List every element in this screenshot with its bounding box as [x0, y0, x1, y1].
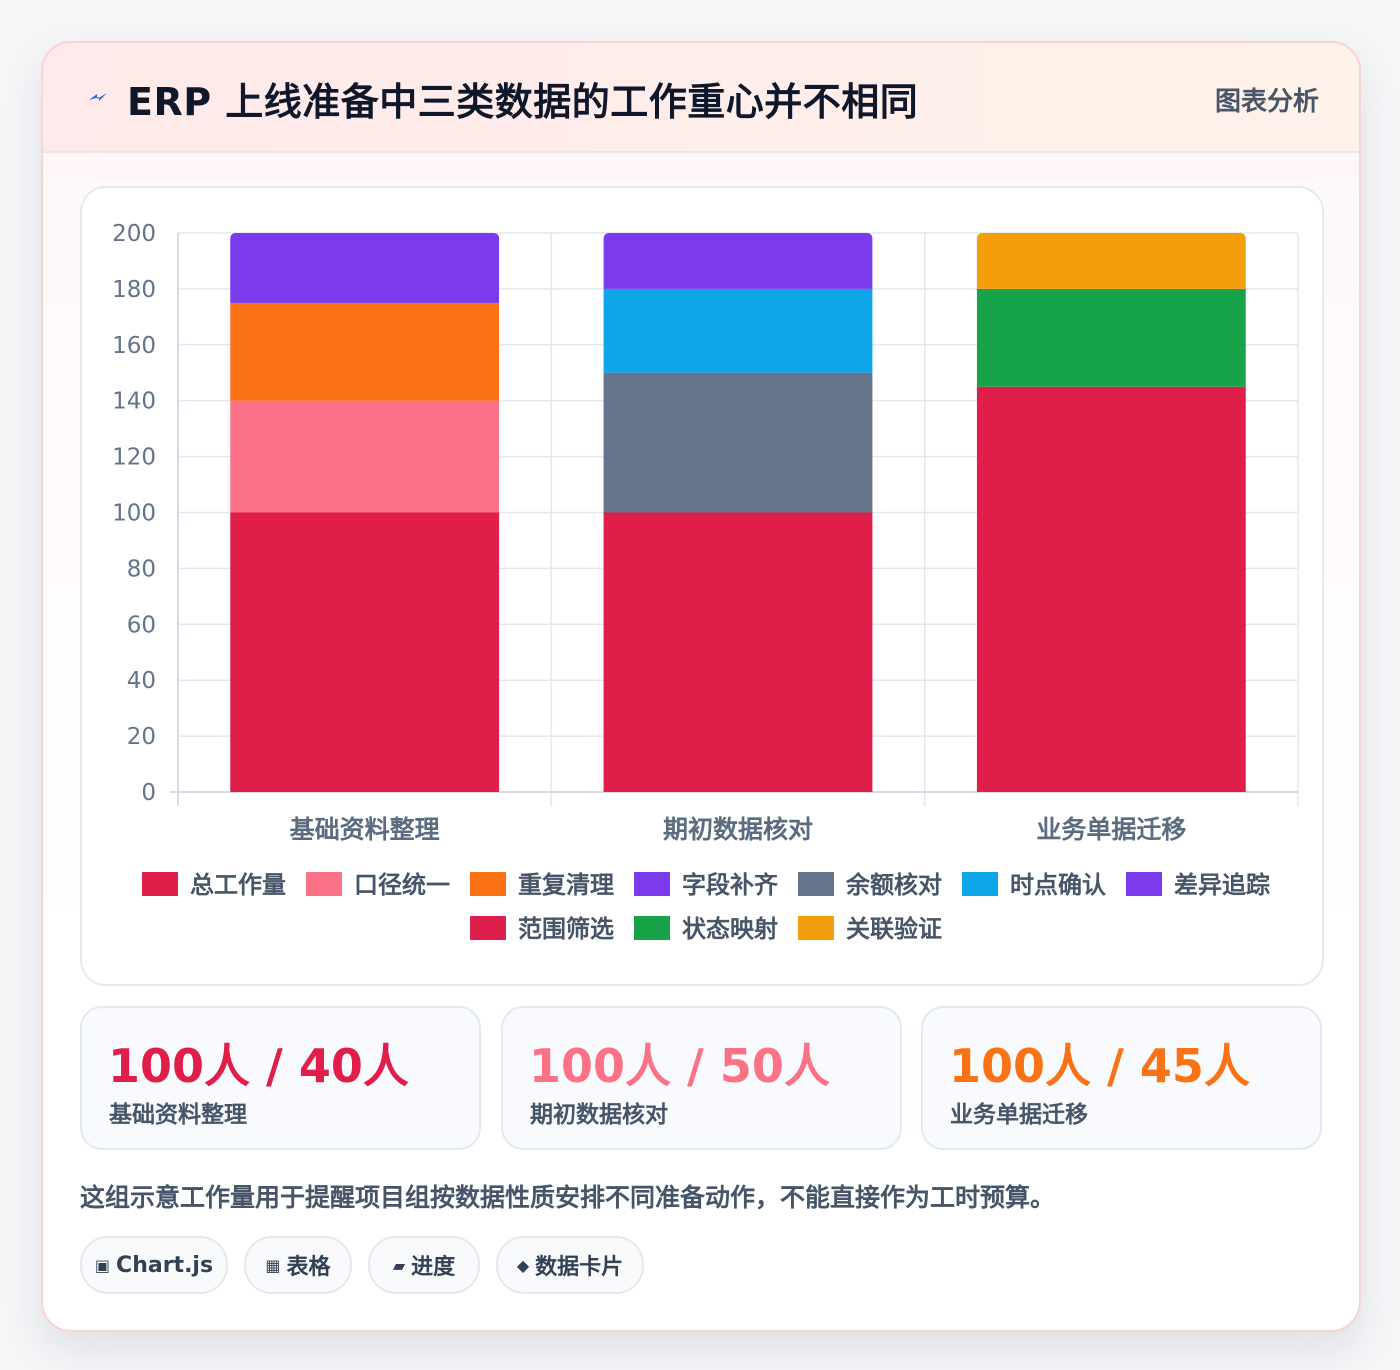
kpi-card-documents: 100人 / 45人 业务单据迁移 — [921, 1006, 1322, 1150]
legend-swatch — [634, 872, 670, 896]
header-tag: 图表分析 — [1214, 87, 1319, 117]
y-tick-label: 200 — [112, 221, 156, 247]
chart-box-icon: ▣ — [94, 1255, 111, 1275]
legend-label: 范围筛选 — [518, 915, 614, 943]
bar-segment — [603, 288, 873, 373]
y-tick-label: 100 — [112, 501, 156, 527]
bar-segment — [603, 512, 873, 792]
chip-label: 数据卡片 — [535, 1255, 624, 1280]
bar-segment — [976, 288, 1246, 387]
chip-progress[interactable]: ▰ 进度 — [368, 1236, 480, 1294]
y-tick-label: 0 — [141, 780, 156, 806]
y-tick-label: 160 — [112, 333, 156, 359]
bar-segment — [976, 233, 1246, 289]
x-tick-label: 期初数据核对 — [663, 815, 813, 844]
bar-segment — [976, 386, 1246, 792]
stacked-bar-chart: 0 20 40 60 80 100 120 140 160 180 200 基础资料整理 期初数据核对 业… — [112, 221, 1299, 943]
legend-label: 时点确认 — [1010, 871, 1106, 899]
progress-icon: ▰ — [392, 1255, 406, 1275]
kpi-value: 100人 / 45人 — [949, 1039, 1250, 1093]
bar-segment — [230, 400, 500, 513]
kpi-label: 基础资料整理 — [109, 1102, 247, 1128]
kpi-label: 业务单据迁移 — [950, 1102, 1088, 1128]
x-tick-label: 业务单据迁移 — [1036, 815, 1186, 844]
legend-swatch — [962, 872, 998, 896]
legend-swatch — [634, 916, 670, 940]
legend-label: 重复清理 — [518, 871, 614, 899]
y-tick-label: 20 — [127, 724, 156, 750]
chip-data-card[interactable]: ◆ 数据卡片 — [496, 1236, 644, 1294]
legend-label: 口径统一 — [354, 871, 450, 899]
legend-swatch — [306, 872, 342, 896]
y-tick-label: 40 — [127, 668, 156, 694]
legend-swatch — [1126, 872, 1162, 896]
y-tick-label: 140 — [112, 389, 156, 415]
y-tick-label: 180 — [112, 277, 156, 303]
kpi-value: 100人 / 40人 — [108, 1039, 409, 1093]
legend-swatch — [142, 872, 178, 896]
legend-label: 字段补齐 — [682, 871, 779, 899]
kpi-card-basic: 100人 / 40人 基础资料整理 — [80, 1006, 481, 1150]
legend-label: 关联验证 — [846, 915, 942, 943]
kpi-card-opening: 100人 / 50人 期初数据核对 — [501, 1006, 902, 1150]
y-tick-label: 60 — [127, 612, 156, 638]
chip-chartjs[interactable]: ▣ Chart.js — [80, 1236, 228, 1294]
footnote: 这组示意工作量用于提醒项目组按数据性质安排不同准备动作，不能直接作为工时预算。 — [80, 1183, 1056, 1212]
diamond-icon: ◆ — [516, 1255, 530, 1275]
card-header: ERP 上线准备中三类数据的工作重心并不相同 图表分析 — [43, 43, 1359, 153]
chip-label: 表格 — [286, 1255, 331, 1280]
legend-swatch — [798, 916, 834, 940]
kpi-value: 100人 / 50人 — [529, 1039, 830, 1093]
bar-segment — [230, 512, 500, 792]
legend-label: 状态映射 — [682, 915, 778, 943]
x-tick-label: 基础资料整理 — [290, 815, 440, 844]
lightning-icon — [89, 93, 107, 101]
legend-swatch — [798, 872, 834, 896]
legend-swatch — [470, 872, 506, 896]
bar-segment — [230, 302, 500, 401]
bar-segment — [603, 233, 873, 289]
legend-label: 余额核对 — [845, 871, 942, 899]
chart-panel: 0 20 40 60 80 100 120 140 160 180 200 基础资料整理 期初数据核对 业… — [80, 186, 1324, 986]
bar-segment — [603, 372, 873, 513]
kpi-label: 期初数据核对 — [530, 1102, 668, 1128]
chip-label: Chart.js — [116, 1252, 214, 1278]
chip-label: 进度 — [411, 1255, 456, 1280]
chart-card: ERP 上线准备中三类数据的工作重心并不相同 图表分析 0 20 40 60 80 100… — [41, 41, 1361, 1332]
legend-swatch — [470, 916, 506, 940]
chip-table[interactable]: ▦ 表格 — [244, 1236, 352, 1294]
y-tick-label: 120 — [112, 445, 156, 471]
bar-segment — [230, 233, 500, 303]
legend-label: 差异追踪 — [1174, 871, 1270, 899]
table-icon: ▦ — [265, 1255, 281, 1275]
y-tick-label: 80 — [127, 556, 156, 582]
page-title: ERP 上线准备中三类数据的工作重心并不相同 — [127, 80, 919, 124]
legend-label: 总工作量 — [190, 871, 286, 899]
